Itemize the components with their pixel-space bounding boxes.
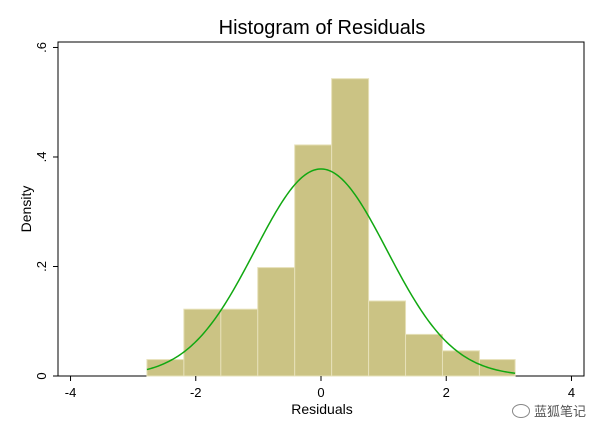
histogram-bar — [294, 144, 333, 377]
axes-group: -4 -2 0 2 4 0 .2 .4 .6 — [34, 42, 575, 400]
histogram-bar — [331, 78, 370, 377]
histogram-bar — [220, 308, 259, 377]
y-tick-label: .6 — [34, 42, 49, 53]
bars-group — [146, 78, 516, 377]
wechat-icon — [511, 403, 530, 418]
watermark-text: 蓝狐笔记 — [533, 405, 586, 420]
chart-title: Histogram of Residuals — [219, 17, 426, 39]
x-tick-label: 4 — [568, 385, 575, 400]
histogram-bar — [368, 300, 407, 377]
histogram-bar — [257, 267, 296, 377]
watermark: 蓝狐笔记 — [511, 401, 586, 420]
x-axis-label: Residuals — [291, 401, 352, 417]
y-tick-label: .4 — [34, 152, 49, 163]
histogram-bar — [478, 359, 516, 377]
x-tick-label: -4 — [65, 385, 77, 400]
y-tick-label: 0 — [34, 372, 49, 379]
x-tick-label: 0 — [317, 385, 324, 400]
histogram-bar — [405, 333, 443, 377]
y-tick-label: .2 — [34, 261, 49, 272]
y-axis-label: Density — [18, 186, 34, 233]
normal-density-curve — [146, 168, 516, 374]
x-tick-label: -2 — [190, 385, 202, 400]
x-tick-label: 2 — [443, 385, 450, 400]
